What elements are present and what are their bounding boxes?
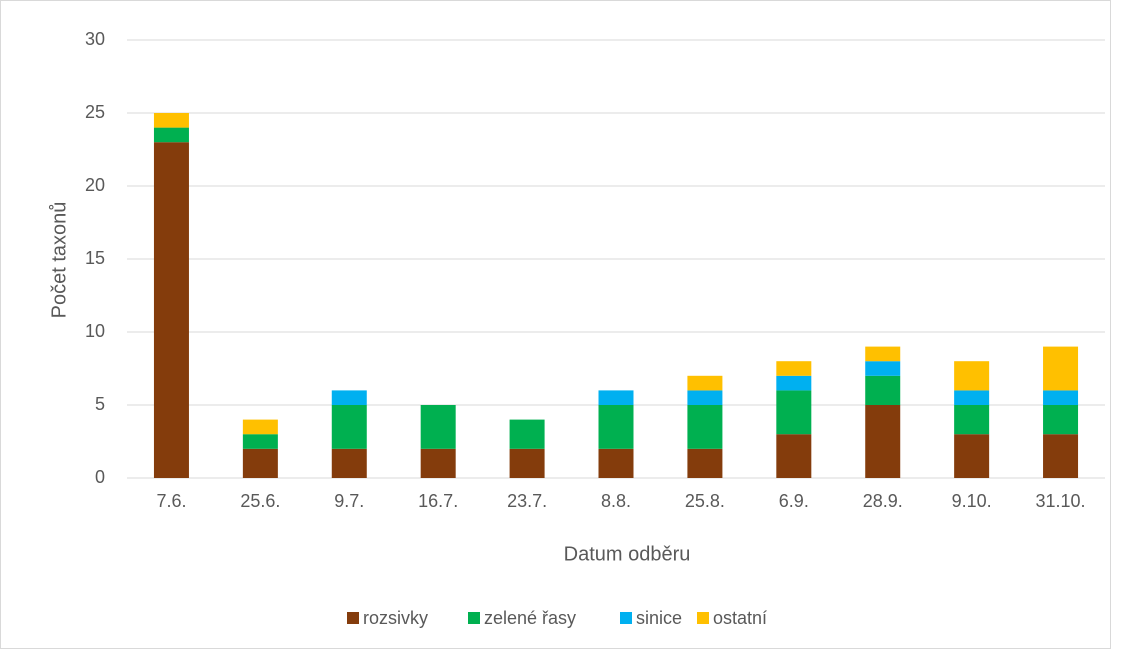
bar-segment bbox=[153, 142, 189, 478]
x-tick-label: 6.9. bbox=[779, 491, 809, 511]
x-tick-label: 25.6. bbox=[240, 491, 280, 511]
bar-segment bbox=[776, 375, 812, 391]
bar-segment bbox=[242, 434, 278, 449]
y-tick-label: 30 bbox=[85, 29, 105, 49]
legend-swatch bbox=[468, 612, 480, 624]
bar-segment bbox=[1043, 405, 1079, 435]
bar-segment bbox=[509, 419, 545, 449]
legend-label: rozsivky bbox=[363, 608, 428, 628]
legend-swatch bbox=[697, 612, 709, 624]
legend-swatch bbox=[347, 612, 359, 624]
x-axis-label: Datum odběru bbox=[564, 543, 691, 565]
x-tick-label: 16.7. bbox=[418, 491, 458, 511]
bar-segment bbox=[687, 375, 723, 391]
legend-swatch bbox=[620, 612, 632, 624]
bar-segment bbox=[687, 390, 723, 405]
x-tick-label: 9.10. bbox=[952, 491, 992, 511]
bar-segment bbox=[865, 361, 901, 376]
x-tick-label: 23.7. bbox=[507, 491, 547, 511]
bar-segment bbox=[242, 419, 278, 435]
bar-segment bbox=[954, 361, 990, 391]
bar-segment bbox=[331, 448, 367, 478]
bar-segment bbox=[865, 346, 901, 362]
y-axis-label: Počet taxonů bbox=[48, 202, 70, 319]
bar-segment bbox=[242, 448, 278, 478]
bar-segment bbox=[153, 113, 189, 128]
legend-label: zelené řasy bbox=[484, 608, 576, 628]
legend-label: ostatní bbox=[713, 608, 767, 628]
bar-segment bbox=[153, 127, 189, 143]
bar-segment bbox=[687, 405, 723, 449]
y-tick-label: 20 bbox=[85, 175, 105, 195]
y-tick-label: 5 bbox=[95, 394, 105, 414]
bar-segment bbox=[1043, 390, 1079, 405]
bar-segment bbox=[1043, 434, 1079, 478]
bar-segment bbox=[954, 434, 990, 478]
bar-segment bbox=[598, 405, 634, 449]
y-tick-label: 25 bbox=[85, 102, 105, 122]
bar-segment bbox=[1043, 346, 1079, 391]
legend-label: sinice bbox=[636, 608, 682, 628]
bar-segment bbox=[331, 405, 367, 449]
bar-segment bbox=[509, 448, 545, 478]
bar-segment bbox=[776, 390, 812, 435]
y-tick-label: 15 bbox=[85, 248, 105, 268]
y-tick-label: 10 bbox=[85, 321, 105, 341]
y-tick-label: 0 bbox=[95, 467, 105, 487]
bar-segment bbox=[776, 434, 812, 478]
bar-segment bbox=[954, 405, 990, 435]
bar-segment bbox=[598, 448, 634, 478]
bar-segment bbox=[598, 390, 634, 405]
bar-segment bbox=[420, 405, 456, 449]
bar-segment bbox=[865, 375, 901, 405]
bar-segment bbox=[954, 390, 990, 405]
bar-segment bbox=[687, 448, 723, 478]
x-tick-label: 28.9. bbox=[863, 491, 903, 511]
x-tick-label: 9.7. bbox=[334, 491, 364, 511]
x-tick-label: 8.8. bbox=[601, 491, 631, 511]
bar-segment bbox=[776, 361, 812, 376]
x-tick-label: 25.8. bbox=[685, 491, 725, 511]
bar-segment bbox=[331, 390, 367, 405]
bar-segment bbox=[420, 448, 456, 478]
x-tick-label: 7.6. bbox=[156, 491, 186, 511]
x-tick-label: 31.10. bbox=[1036, 491, 1086, 511]
bar-segment bbox=[865, 405, 901, 478]
